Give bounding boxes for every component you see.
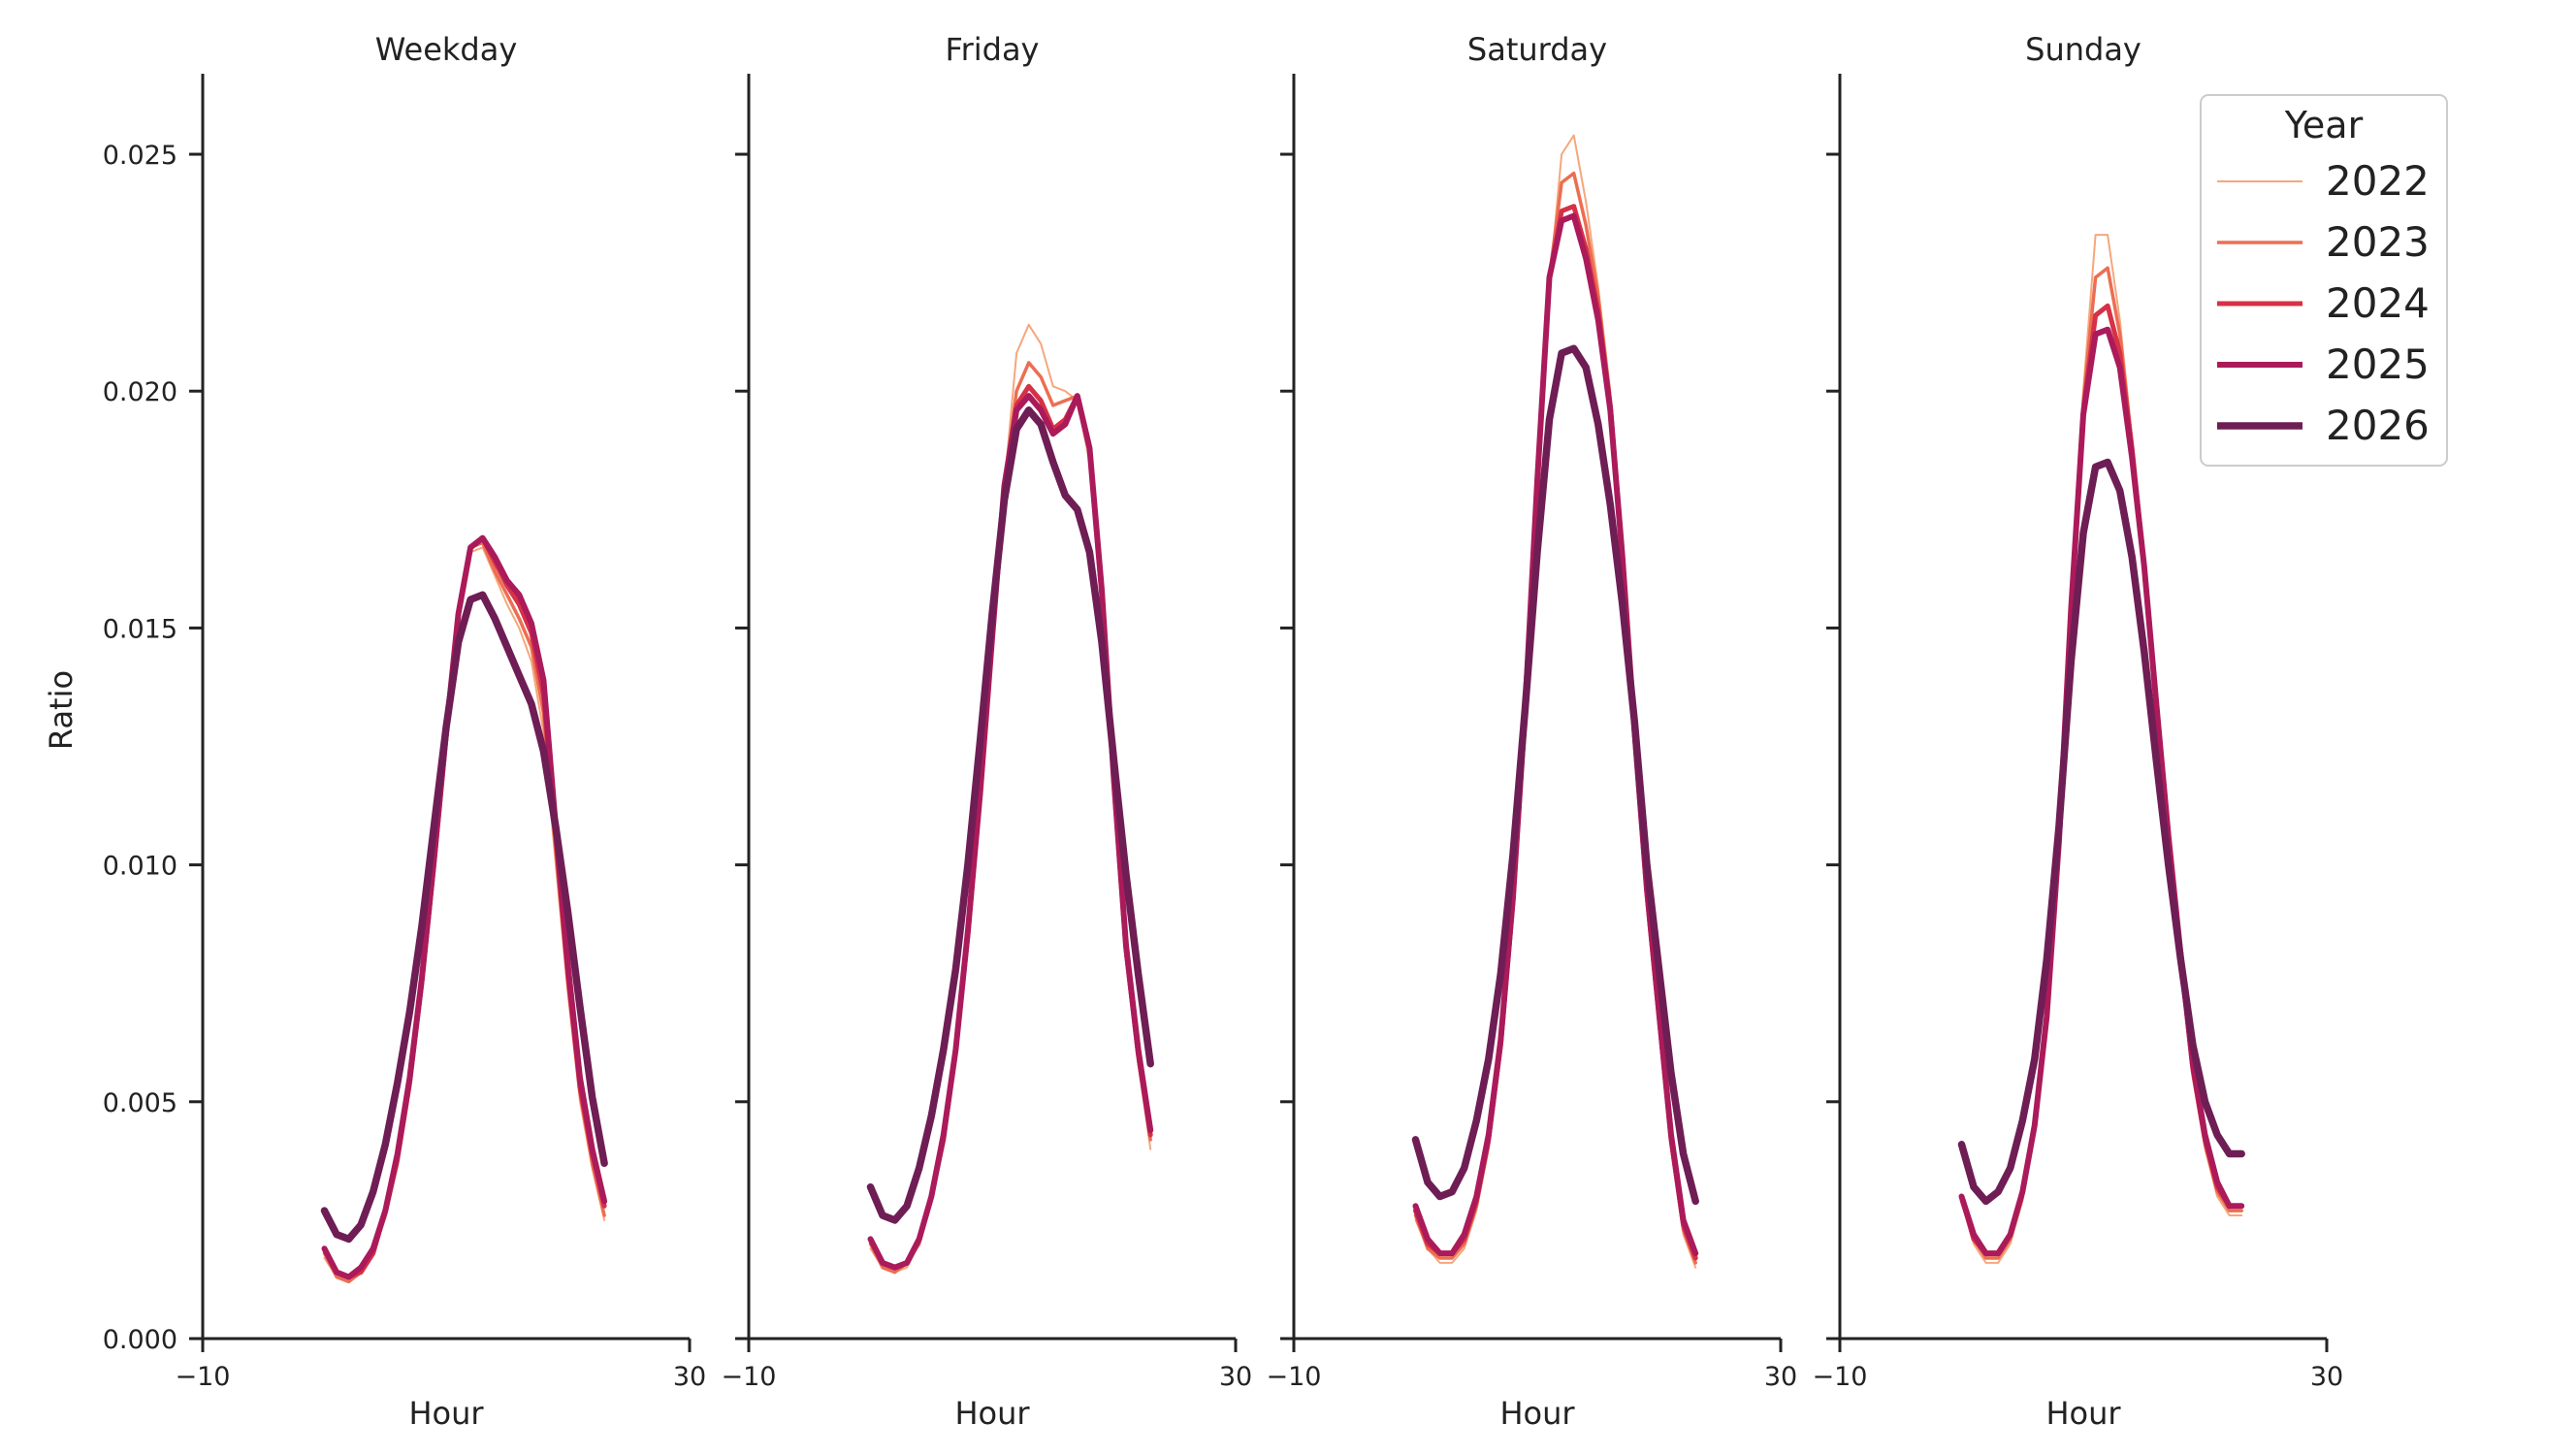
series-line-2025	[1958, 326, 2245, 1257]
panel-title: Weekday	[375, 31, 518, 68]
x-tick-label: 30	[1764, 1362, 1797, 1392]
legend-box	[2200, 94, 2448, 467]
x-tick-label: −10	[176, 1362, 231, 1392]
legend-label: 2022	[2326, 157, 2430, 205]
panel-title: Friday	[946, 31, 1040, 68]
panel-0: Weekday 0.000 0.005 0.010 0.015 0.020 0.025 −10…	[103, 31, 706, 1432]
y-axis-label: Ratio	[43, 670, 80, 750]
series-line-2026	[1957, 458, 2245, 1206]
legend-label: 2025	[2326, 340, 2430, 388]
series-line-2023	[1413, 171, 1697, 1265]
x-tick-label: 30	[2310, 1362, 2343, 1392]
x-tick-label: −10	[1813, 1362, 1868, 1392]
y-tick-label: 0.010	[103, 852, 177, 882]
series-line-2026	[320, 591, 608, 1244]
panel-1: Friday −10 30 Hour	[722, 31, 1253, 1432]
series-line-2025	[867, 393, 1154, 1271]
y-tick-label: 0.005	[103, 1088, 177, 1118]
x-axis-label: Hour	[954, 1395, 1030, 1432]
series-line-2026	[1411, 344, 1699, 1206]
y-tick-label: 0.015	[103, 614, 177, 644]
legend: Year 2022 2023 2024 2025 2026	[2200, 94, 2448, 467]
series-line-2023	[868, 361, 1152, 1275]
x-axis-label: Hour	[408, 1395, 484, 1432]
legend-title: Year	[2284, 104, 2364, 146]
x-axis-label: Hour	[1499, 1395, 1575, 1432]
panel-title: Sunday	[2025, 31, 2141, 68]
series-line-2022	[1414, 134, 1697, 1269]
panel-title: Saturday	[1467, 31, 1607, 68]
series-line-2024	[1413, 204, 1698, 1261]
x-tick-label: −10	[722, 1362, 777, 1392]
y-tick-label: 0.025	[103, 141, 177, 171]
x-tick-label: 30	[1219, 1362, 1252, 1392]
legend-label: 2023	[2326, 218, 2430, 266]
series-line-2024	[868, 383, 1153, 1271]
legend-label: 2026	[2326, 402, 2430, 449]
series-line-2025	[321, 534, 608, 1280]
series-line-2026	[866, 406, 1154, 1224]
panel-2: Saturday −10 30 Hour	[1267, 31, 1798, 1432]
y-tick-label: 0.000	[103, 1325, 177, 1355]
x-tick-label: −10	[1267, 1362, 1322, 1392]
x-tick-label: 30	[673, 1362, 706, 1392]
legend-label: 2024	[2326, 279, 2430, 327]
y-tick-label: 0.020	[103, 377, 177, 407]
panel-3: Sunday −10 30 Hour	[1813, 31, 2344, 1432]
x-axis-label: Hour	[2045, 1395, 2121, 1432]
